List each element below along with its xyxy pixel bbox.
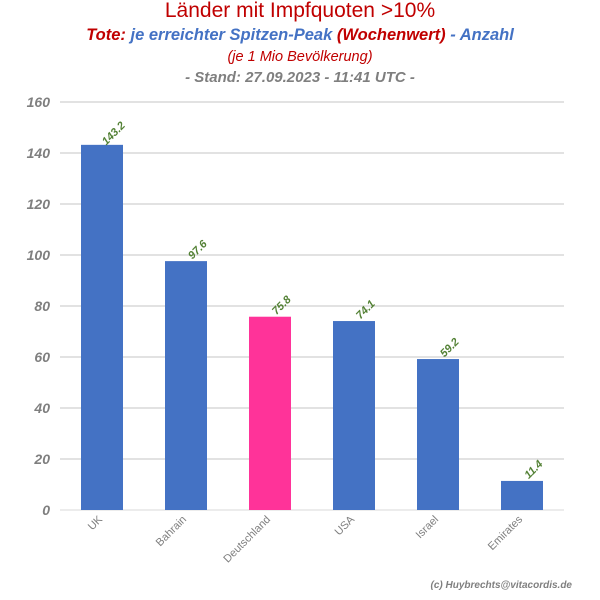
- x-tick-label: Bahrain: [154, 514, 189, 549]
- copyright-note: (c) Huybrechts@vitacordis.de: [430, 580, 572, 591]
- data-label: 74.1: [354, 298, 378, 322]
- y-tick-label: 80: [34, 298, 50, 314]
- chart-subtitle: Tote: je erreichter Spitzen-Peak (Wochen…: [0, 24, 600, 46]
- subtitle-part-anzahl: - Anzahl: [450, 26, 514, 44]
- bar-usa: [333, 321, 375, 510]
- x-tick-label: Deutschland: [221, 514, 273, 566]
- y-tick-label: 20: [33, 451, 50, 467]
- y-tick-label: 100: [27, 247, 51, 263]
- x-tick-label: Emirates: [486, 513, 526, 553]
- bar-emirates: [501, 480, 543, 510]
- bar-deutschland: [249, 316, 291, 510]
- data-label: 59.2: [438, 336, 462, 360]
- subtitle-part-tote: Tote:: [86, 26, 126, 44]
- data-label: 75.8: [270, 293, 294, 317]
- chart-timestamp: - Stand: 27.09.2023 - 11:41 UTC -: [185, 69, 415, 86]
- x-tick-label: USA: [333, 513, 358, 538]
- y-tick-label: 140: [27, 145, 51, 161]
- y-tick-label: 40: [33, 400, 50, 416]
- bar-uk: [81, 144, 123, 510]
- x-axis-ticks: UK Bahrain Deutschland USA Israel Emirates: [86, 513, 526, 565]
- x-tick-label: UK: [86, 513, 106, 533]
- y-tick-label: 160: [27, 94, 51, 110]
- bar-israel: [417, 359, 459, 510]
- chart-unit-note: (je 1 Mio Bevölkerung): [227, 49, 373, 65]
- y-tick-label: 0: [42, 502, 50, 518]
- subtitle-part-wochenwert: (Wochenwert): [336, 26, 446, 44]
- bar-bahrain: [165, 261, 207, 510]
- y-tick-label: 120: [27, 196, 51, 212]
- data-label: 97.6: [186, 238, 210, 262]
- grid-lines: [60, 101, 564, 511]
- bars: [81, 144, 543, 510]
- x-tick-label: Israel: [414, 514, 442, 542]
- data-label: 143.2: [100, 120, 128, 148]
- y-tick-label: 60: [34, 349, 50, 365]
- chart-title: Länder mit Impfquoten >10%: [164, 0, 436, 22]
- y-axis-ticks: 0 20 40 60 80 100 120 140 160: [27, 94, 51, 518]
- data-label: 11.4: [522, 458, 545, 481]
- subtitle-part-peak: je erreichter Spitzen-Peak: [130, 26, 333, 44]
